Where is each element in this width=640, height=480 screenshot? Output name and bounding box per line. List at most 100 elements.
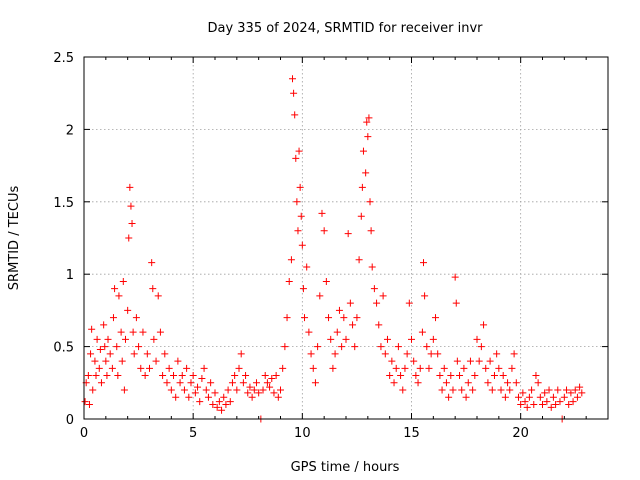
data-point [521,398,529,406]
data-point [113,343,121,351]
data-point [475,357,483,365]
data-point [453,357,461,365]
data-point [108,364,116,372]
data-point [514,393,522,401]
data-point [484,379,492,387]
data-point [163,379,171,387]
data-point [106,350,114,358]
data-point [480,321,488,329]
data-point [96,345,104,353]
data-point [510,350,518,358]
data-point [222,401,230,409]
data-point [220,393,228,401]
data-point [115,292,123,300]
data-point [159,372,167,380]
data-point [224,386,232,394]
data-point [303,263,311,271]
data-point [357,212,365,220]
data-point [109,314,117,322]
data-point [139,328,147,336]
data-point [132,314,140,322]
data-point [204,393,212,401]
data-point [226,398,234,406]
data-point [137,364,145,372]
data-point [523,403,531,411]
data-point [196,398,204,406]
data-point [81,398,89,406]
data-point [460,364,468,372]
data-point [486,357,494,365]
data-point [85,401,93,409]
data-point [261,372,269,380]
data-point [440,364,448,372]
data-point [318,209,326,217]
data-point [381,350,389,358]
data-point [316,292,324,300]
data-point [266,383,274,391]
data-point [508,364,516,372]
data-point [120,386,128,394]
data-point [198,374,206,382]
data-point [180,386,188,394]
data-point [207,379,215,387]
data-point [447,372,455,380]
data-point [92,372,100,380]
data-point [471,372,479,380]
data-point [255,389,263,397]
data-point [397,372,405,380]
data-point [571,386,579,394]
data-point [390,379,398,387]
data-point [365,114,373,122]
x-tick-label: 10 [294,426,311,441]
data-point [458,386,466,394]
data-point [117,328,125,336]
data-point [102,357,110,365]
data-point [161,350,169,358]
data-point [399,386,407,394]
data-point [129,328,137,336]
data-point [410,357,418,365]
data-point [438,386,446,394]
data-point [89,386,97,394]
data-point [333,328,341,336]
data-point [377,343,385,351]
data-point [215,398,223,406]
data-point [119,277,127,285]
data-point [101,343,109,351]
x-axis-label: GPS time / hours [291,460,400,475]
data-point [293,198,301,206]
data-point [183,364,191,372]
data-point [532,372,540,380]
data-point [294,227,302,235]
data-point [325,314,333,322]
data-point [573,393,581,401]
x-tick-label: 5 [189,426,197,441]
data-point [490,372,498,380]
data-point [473,335,481,343]
data-point [170,372,178,380]
data-point [349,321,357,329]
data-point [549,393,557,401]
data-point [567,389,575,397]
data-point [373,299,381,307]
y-axis-label: SRMTID / TECUs [7,186,22,291]
data-point [434,350,442,358]
y-tick-label: 0 [66,413,74,428]
data-point [451,273,459,281]
data-point [311,379,319,387]
data-point [189,372,197,380]
data-point [176,379,184,387]
data-point [519,389,527,397]
data-point [194,383,202,391]
data-point [178,372,186,380]
data-point [359,147,367,155]
data-point [329,364,337,372]
data-point [152,357,160,365]
data-point [88,325,96,333]
data-point [420,259,428,267]
data-point [274,393,282,401]
data-point [462,393,470,401]
data-point [541,389,549,397]
data-point [464,379,472,387]
data-point [143,350,151,358]
